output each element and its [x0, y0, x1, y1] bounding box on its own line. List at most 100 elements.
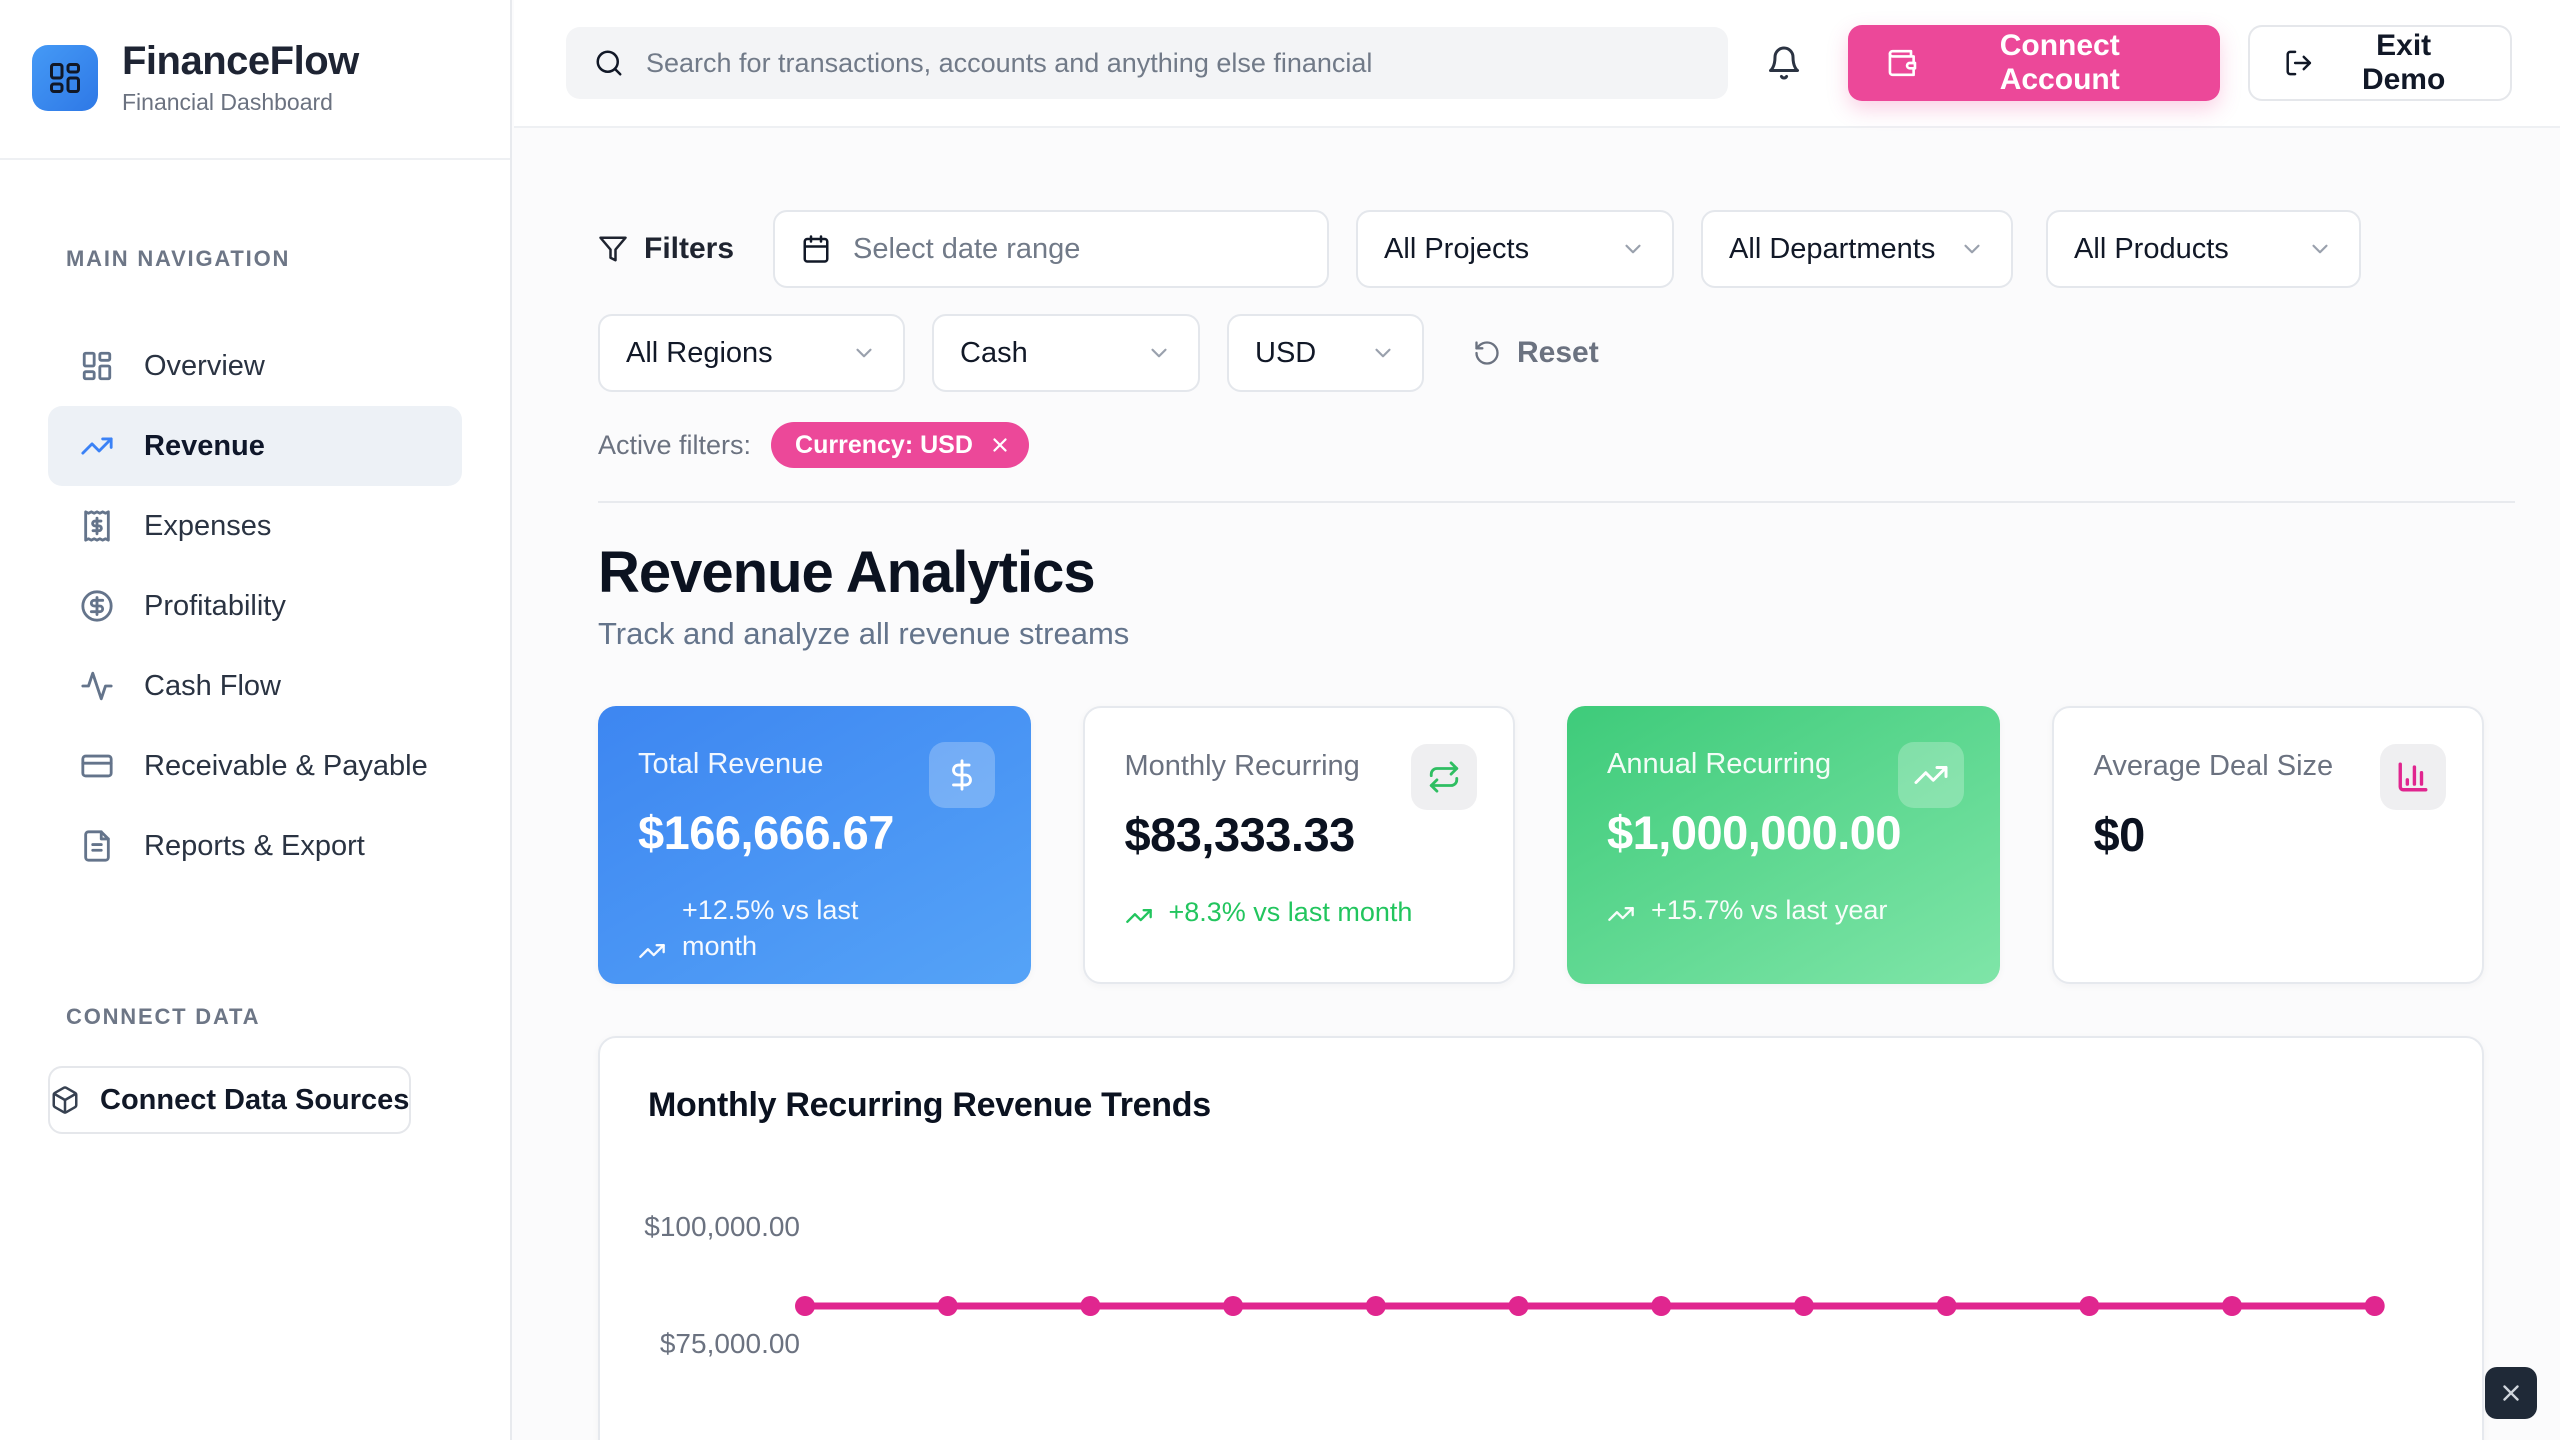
- search-icon: [596, 50, 622, 76]
- active-filters: Active filters: Currency: USD: [598, 422, 2515, 468]
- data-point[interactable]: [1365, 1296, 1386, 1316]
- sidebar-item-expenses[interactable]: Expenses: [48, 486, 462, 566]
- stat-label: Annual Recurring: [1607, 748, 1832, 780]
- stat-card-total-revenue: Total Revenue $166,666.67 +12.5% vs last…: [598, 706, 1031, 984]
- chevron-down-icon: [1151, 348, 1167, 358]
- layout-dashboard-icon: [82, 351, 112, 381]
- data-point[interactable]: [795, 1296, 815, 1316]
- y-axis-tick-label: $100,000.00: [644, 1211, 800, 1242]
- notifications-button[interactable]: [1766, 45, 1802, 81]
- sidebar-item-label: Overview: [144, 349, 265, 382]
- stat-change: +12.5% vs last month: [638, 892, 938, 965]
- trending-up-icon: [1608, 907, 1634, 922]
- y-axis-tick-label: $75,000.00: [659, 1328, 800, 1359]
- app-logo: FinanceFlow Financial Dashboard: [0, 0, 510, 160]
- sidebar: FinanceFlow Financial Dashboard MAIN NAV…: [0, 0, 512, 1440]
- global-search[interactable]: [566, 27, 1729, 99]
- receipt-icon: [84, 510, 110, 542]
- data-point[interactable]: [2079, 1296, 2100, 1316]
- accounting-basis-select[interactable]: Cash: [932, 314, 1200, 392]
- filters-bar-row2: All Regions Cash USD Reset: [598, 314, 2515, 392]
- exit-demo-label: Exit Demo: [2361, 29, 2446, 96]
- projects-select[interactable]: All Projects: [1356, 210, 1675, 288]
- stat-cards: Total Revenue $166,666.67 +12.5% vs last…: [598, 706, 2484, 984]
- stat-label: Total Revenue: [638, 748, 824, 780]
- data-point[interactable]: [1793, 1296, 1814, 1316]
- main-content: Filters All Projects All Departments All…: [514, 130, 2560, 1440]
- stat-value: $1,000,000.00: [1607, 806, 1902, 859]
- active-filters-label: Active filters:: [598, 429, 752, 460]
- data-point[interactable]: [2222, 1296, 2242, 1316]
- app-name: FinanceFlow: [122, 39, 359, 83]
- data-point[interactable]: [1508, 1296, 1529, 1316]
- sidebar-item-profitability[interactable]: Profitability: [48, 566, 462, 646]
- reset-filters-button[interactable]: Reset: [1473, 336, 1599, 370]
- chevron-down-icon: [856, 348, 872, 358]
- sidebar-item-reports-export[interactable]: Reports & Export: [48, 806, 462, 886]
- close-icon: [2503, 1385, 2519, 1401]
- data-point[interactable]: [1651, 1296, 1672, 1316]
- stat-value: $166,666.67: [638, 806, 894, 859]
- section-divider: [598, 501, 2515, 503]
- main-navigation: Overview Revenue Expenses Profitabil: [0, 326, 510, 886]
- activity-icon: [81, 671, 113, 701]
- trending-up-icon: [1125, 909, 1152, 924]
- sidebar-item-label: Receivable & Payable: [144, 749, 428, 782]
- connect-data-sources-button[interactable]: Connect Data Sources: [48, 1066, 412, 1134]
- sidebar-item-label: Reports & Export: [144, 829, 365, 862]
- connect-data-section-label: CONNECT DATA: [66, 1004, 261, 1029]
- mrr-line-chart[interactable]: [600, 1038, 2486, 1440]
- data-point[interactable]: [1936, 1296, 1957, 1316]
- package-icon: [52, 1086, 78, 1114]
- chevron-down-icon: [1964, 244, 1980, 254]
- sidebar-item-label: Cash Flow: [144, 669, 281, 702]
- sidebar-item-label: Expenses: [144, 509, 272, 542]
- regions-select[interactable]: All Regions: [598, 314, 905, 392]
- close-overlay-button[interactable]: [2485, 1367, 2537, 1419]
- sidebar-item-receivable-payable[interactable]: Receivable & Payable: [48, 726, 462, 806]
- circle-dollar-icon: [81, 590, 113, 622]
- stat-card-annual-recurring: Annual Recurring $1,000,000.00 +15.7% vs…: [1567, 706, 2000, 984]
- rotate-ccw-icon: [1475, 341, 1499, 365]
- stat-card-average-deal-size: Average Deal Size $0: [2051, 706, 2484, 984]
- data-point[interactable]: [1223, 1296, 1244, 1316]
- file-text-icon: [84, 830, 110, 862]
- page-subtitle: Track and analyze all revenue streams: [598, 616, 1130, 651]
- filters-bar: Filters All Projects All Departments All…: [598, 210, 2515, 288]
- dollar-icon: [928, 742, 995, 808]
- filters-title: Filters: [598, 232, 734, 266]
- connect-data-sources-label: Connect Data Sources: [100, 1083, 410, 1116]
- nav-section-label: MAIN NAVIGATION: [66, 246, 291, 271]
- date-range-field[interactable]: [773, 210, 1330, 288]
- active-filter-chip-currency[interactable]: Currency: USD: [771, 422, 1029, 468]
- data-point[interactable]: [2364, 1296, 2385, 1316]
- sidebar-item-revenue[interactable]: Revenue: [48, 406, 462, 486]
- credit-card-icon: [81, 754, 113, 778]
- topbar: Connect Account Exit Demo: [514, 0, 2560, 128]
- departments-select[interactable]: All Departments: [1701, 210, 2014, 288]
- remove-filter-icon[interactable]: [989, 434, 1011, 456]
- exit-demo-button[interactable]: Exit Demo: [2247, 25, 2512, 101]
- currency-select[interactable]: USD: [1227, 314, 1424, 392]
- calendar-icon: [803, 235, 829, 263]
- sidebar-item-label: Revenue: [144, 429, 265, 462]
- app-logo-icon: [32, 45, 98, 111]
- search-input[interactable]: [646, 47, 1701, 79]
- trending-up-icon: [1897, 742, 1964, 808]
- wallet-icon: [1888, 49, 1917, 77]
- chevron-down-icon: [1375, 348, 1391, 358]
- sidebar-item-cash-flow[interactable]: Cash Flow: [48, 646, 462, 726]
- data-point[interactable]: [1080, 1296, 1101, 1316]
- stat-change: +8.3% vs last month: [1125, 894, 1425, 930]
- data-point[interactable]: [937, 1296, 958, 1316]
- stat-label: Monthly Recurring: [1124, 750, 1360, 782]
- connect-account-button[interactable]: Connect Account: [1848, 25, 2220, 101]
- connect-account-label: Connect Account: [1999, 29, 2120, 96]
- trending-up-icon: [639, 943, 665, 958]
- layout-dashboard-icon: [50, 63, 80, 93]
- chevron-down-icon: [2312, 244, 2328, 254]
- stat-label: Average Deal Size: [2093, 750, 2334, 782]
- date-range-input[interactable]: [853, 232, 1302, 266]
- products-select[interactable]: All Products: [2046, 210, 2362, 288]
- sidebar-item-overview[interactable]: Overview: [48, 326, 462, 406]
